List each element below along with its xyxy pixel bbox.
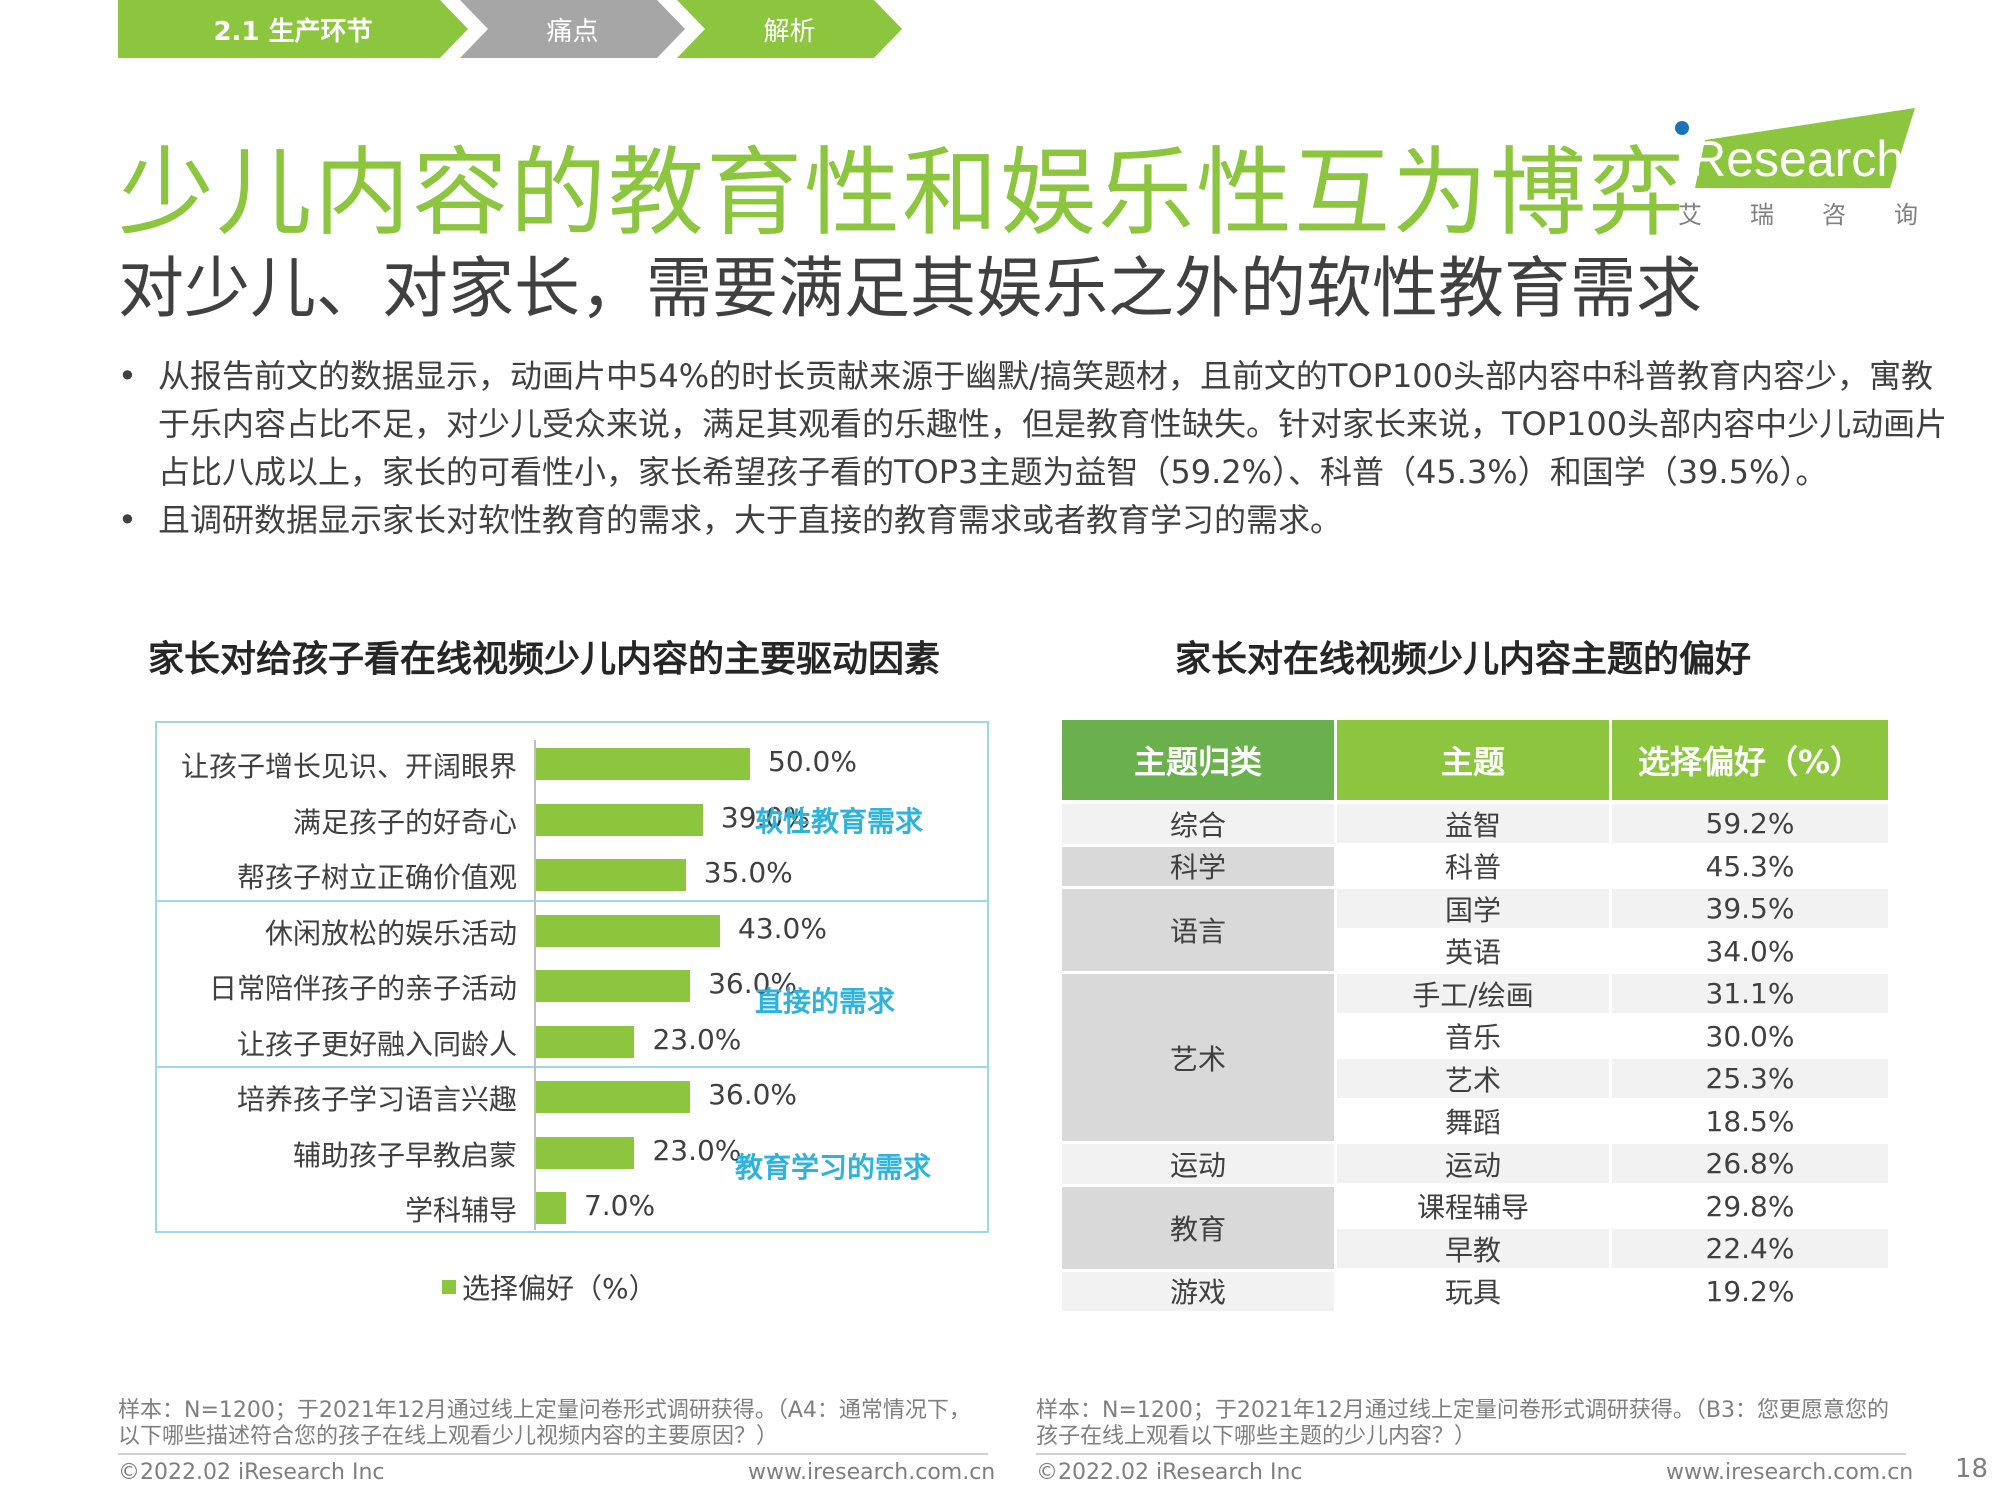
table-topic-cell: 益智 xyxy=(1337,804,1609,843)
bar-category-label: 日常陪伴孩子的亲子活动 xyxy=(208,972,517,1005)
table-category-cell: 综合 xyxy=(1062,804,1334,844)
bar-category-label: 培养孩子学习语言兴趣 xyxy=(236,1083,517,1116)
chart-axis xyxy=(534,740,536,1230)
bar-value-label: 23.0% xyxy=(652,1133,742,1167)
page-number: 18 xyxy=(1955,1454,1989,1484)
bar-value-label: 39.0% xyxy=(720,800,810,834)
bar xyxy=(536,1025,635,1058)
bar-category-label: 满足孩子的好奇心 xyxy=(292,805,517,839)
group-label-study: 教育学习的需求 xyxy=(735,1151,932,1184)
table-header-value: 选择偏好（%） xyxy=(1612,720,1888,800)
bar xyxy=(536,859,686,891)
footer-divider-left xyxy=(118,1453,988,1455)
table-category-cell: 教育 xyxy=(1062,1186,1334,1269)
table-value-cell: 31.1% xyxy=(1612,974,1888,1013)
table-value-cell: 34.0% xyxy=(1612,931,1888,971)
table-value-cell: 29.8% xyxy=(1612,1186,1888,1226)
copyright-left: ©2022.02 iResearch Inc xyxy=(118,1460,385,1485)
chart-divider xyxy=(155,1066,989,1068)
url-left: www.iresearch.com.cn xyxy=(748,1460,996,1485)
bar-value-label: 36.0% xyxy=(708,1078,798,1111)
bar xyxy=(536,1136,635,1169)
bar xyxy=(536,1192,566,1224)
bar-category-label: 帮孩子树立正确价值观 xyxy=(236,861,517,894)
page-subtitle: 对少儿、对家长，需要满足其娱乐之外的软性教育需求 xyxy=(118,250,1702,327)
logo-cn-text: 艾 瑞 咨 询 xyxy=(1678,201,1918,229)
bar xyxy=(536,970,691,1002)
table-value-cell: 39.5% xyxy=(1612,889,1888,928)
group-label-direct: 直接的需求 xyxy=(755,985,896,1018)
table-topic-cell: 国学 xyxy=(1337,889,1609,928)
table-topic-cell: 舞蹈 xyxy=(1337,1101,1609,1141)
table-topic-cell: 课程辅导 xyxy=(1337,1186,1609,1226)
table-category-cell: 游戏 xyxy=(1062,1271,1334,1311)
bullet-list: 从报告前文的数据显示，动画片中54%的时长贡献来源于幽默/搞笑题材，且前文的TO… xyxy=(118,352,1948,544)
table-value-cell: 45.3% xyxy=(1612,846,1888,886)
chart-divider xyxy=(155,900,989,902)
chart-frame xyxy=(155,721,989,1233)
bullet-item: 且调研数据显示家长对软性教育的需求，大于直接的教育需求或者教育学习的需求。 xyxy=(118,496,1948,544)
bar xyxy=(536,914,721,947)
url-right: www.iresearch.com.cn xyxy=(1666,1460,1914,1485)
table-value-cell: 26.8% xyxy=(1612,1144,1888,1183)
table-topic-cell: 手工/绘画 xyxy=(1337,974,1609,1013)
table-category-cell: 语言 xyxy=(1062,889,1334,971)
chart-legend: 选择偏好（%） xyxy=(442,1267,657,1307)
table-value-cell: 25.3% xyxy=(1612,1059,1888,1098)
legend-swatch xyxy=(442,1280,456,1294)
bar-value-label: 35.0% xyxy=(703,856,793,889)
breadcrumb-step-1: 2.1 生产环节 xyxy=(118,0,468,58)
bar-category-label: 休闲放松的娱乐活动 xyxy=(264,916,517,950)
bar xyxy=(536,1081,691,1113)
breadcrumb-step-2: 痛点 xyxy=(460,0,685,58)
breadcrumb-step-3: 解析 xyxy=(677,0,902,58)
table-value-cell: 18.5% xyxy=(1612,1101,1888,1141)
table-topic-cell: 运动 xyxy=(1337,1144,1609,1183)
table-category-cell: 科学 xyxy=(1062,846,1334,886)
table-topic-cell: 早教 xyxy=(1337,1229,1609,1268)
footer-divider-right xyxy=(1036,1453,1906,1455)
bar-value-label: 50.0% xyxy=(768,745,857,778)
table-topic-cell: 英语 xyxy=(1337,931,1609,971)
table-value-cell: 59.2% xyxy=(1612,804,1888,843)
bar xyxy=(536,803,703,836)
bar xyxy=(536,748,750,780)
table-header-category: 主题归类 xyxy=(1062,720,1334,800)
bar-value-label: 36.0% xyxy=(708,967,798,1000)
bar-value-label: 43.0% xyxy=(738,911,827,945)
table-topic-cell: 音乐 xyxy=(1337,1016,1609,1056)
table-topic-cell: 艺术 xyxy=(1337,1059,1609,1098)
right-table-title: 家长对在线视频少儿内容主题的偏好 xyxy=(1175,639,1752,680)
table-topic-cell: 玩具 xyxy=(1337,1271,1609,1311)
bar-category-label: 学科辅导 xyxy=(404,1194,517,1227)
table-value-cell: 22.4% xyxy=(1612,1229,1888,1268)
table-value-cell: 30.0% xyxy=(1612,1016,1888,1056)
left-source-note: 样本：N=1200；于2021年12月通过线上定量问卷形式调研获得。（A4：通常… xyxy=(118,1398,971,1449)
bar-value-label: 23.0% xyxy=(652,1022,742,1056)
logo-text: iResearch xyxy=(1679,131,1904,187)
iresearch-logo: iResearch xyxy=(1675,108,1915,188)
left-chart-title: 家长对给孩子看在线视频少儿内容的主要驱动因素 xyxy=(148,639,941,680)
bar-category-label: 让孩子增长见识、开阔眼界 xyxy=(180,750,517,783)
table-topic-cell: 科普 xyxy=(1337,846,1609,886)
bar-category-label: 辅助孩子早教启蒙 xyxy=(292,1138,517,1172)
bullet-item: 从报告前文的数据显示，动画片中54%的时长贡献来源于幽默/搞笑题材，且前文的TO… xyxy=(118,352,1948,496)
bar-category-label: 让孩子更好融入同龄人 xyxy=(236,1027,517,1061)
page-title: 少儿内容的教育性和娱乐性互为博弈 xyxy=(118,137,1686,249)
table-category-cell: 艺术 xyxy=(1062,974,1334,1141)
bar-value-label: 7.0% xyxy=(583,1189,656,1222)
right-source-note: 样本：N=1200；于2021年12月通过线上定量问卷形式调研获得。（B3：您更… xyxy=(1036,1398,1889,1449)
table-category-cell: 运动 xyxy=(1062,1144,1334,1184)
group-label-soft: 软性教育需求 xyxy=(755,805,924,838)
table-header-topic: 主题 xyxy=(1337,720,1609,800)
copyright-right: ©2022.02 iResearch Inc xyxy=(1036,1460,1303,1485)
table-value-cell: 19.2% xyxy=(1612,1271,1888,1311)
